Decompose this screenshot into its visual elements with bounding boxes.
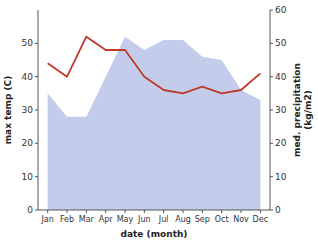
x-tick-label: Feb bbox=[60, 215, 74, 224]
y-tick bbox=[35, 143, 38, 144]
x-axis-label: date (month) bbox=[121, 229, 188, 239]
x-tick bbox=[202, 210, 203, 213]
y2-axis-label-line: (kg/m2) bbox=[303, 90, 313, 130]
y2-tick-label: 10 bbox=[275, 172, 287, 182]
y-tick bbox=[35, 110, 38, 111]
x-tick-label: Mar bbox=[79, 215, 95, 224]
y-tick bbox=[35, 76, 38, 77]
y2-tick-label: 50 bbox=[275, 38, 287, 48]
x-tick bbox=[260, 210, 261, 213]
x-axis-line bbox=[38, 210, 270, 211]
x-tick bbox=[241, 210, 242, 213]
y2-axis-label-line: med. precipitation bbox=[292, 63, 302, 157]
x-tick-label: Dec bbox=[253, 215, 268, 224]
y-tick-label: 40 bbox=[22, 72, 34, 82]
x-tick-label: Sep bbox=[195, 215, 210, 224]
plot-area bbox=[48, 37, 261, 210]
x-tick bbox=[221, 210, 222, 213]
y2-tick-label: 30 bbox=[275, 105, 287, 115]
y2-tick-label: 20 bbox=[275, 138, 287, 148]
y2-tick bbox=[270, 43, 273, 44]
y-tick-label: 10 bbox=[22, 172, 34, 182]
area bbox=[48, 37, 261, 210]
x-tick-label: Jul bbox=[158, 215, 169, 224]
y2-tick bbox=[270, 210, 273, 211]
x-tick-label: Oct bbox=[215, 215, 229, 224]
y2-tick bbox=[270, 176, 273, 177]
y-axis-label: max temp (C) bbox=[3, 76, 13, 145]
y-tick bbox=[35, 176, 38, 177]
x-tick bbox=[86, 210, 87, 213]
x-tick bbox=[47, 210, 48, 213]
x-tick-label: Jun bbox=[137, 215, 151, 224]
y-tick bbox=[35, 43, 38, 44]
x-tick-label: Nov bbox=[233, 215, 249, 224]
x-tick-label: Apr bbox=[99, 215, 114, 224]
y-tick-label: 0 bbox=[27, 205, 33, 215]
y2-tick bbox=[270, 110, 273, 111]
y-tick-label: 30 bbox=[22, 105, 34, 115]
y-tick-label: 20 bbox=[22, 138, 34, 148]
y-tick bbox=[35, 210, 38, 211]
y2-tick-label: 40 bbox=[275, 72, 287, 82]
y2-tick bbox=[270, 143, 273, 144]
x-tick bbox=[144, 210, 145, 213]
y2-tick bbox=[270, 76, 273, 77]
y2-tick bbox=[270, 10, 273, 11]
x-tick bbox=[125, 210, 126, 213]
x-tick bbox=[105, 210, 106, 213]
y-tick-label: 50 bbox=[22, 38, 34, 48]
x-tick bbox=[183, 210, 184, 213]
chart: 010203040500102030405060JanFebMarAprMayJ… bbox=[0, 0, 318, 242]
x-tick-label: Jan bbox=[40, 215, 53, 224]
line bbox=[48, 37, 261, 94]
y2-axis-label: med. precipitation(kg/m2) bbox=[292, 63, 313, 157]
y2-tick-label: 60 bbox=[275, 5, 287, 15]
x-tick bbox=[163, 210, 164, 213]
x-tick-label: Aug bbox=[175, 215, 191, 224]
y2-tick-label: 0 bbox=[275, 205, 281, 215]
x-tick-label: May bbox=[117, 215, 134, 224]
x-tick bbox=[67, 210, 68, 213]
